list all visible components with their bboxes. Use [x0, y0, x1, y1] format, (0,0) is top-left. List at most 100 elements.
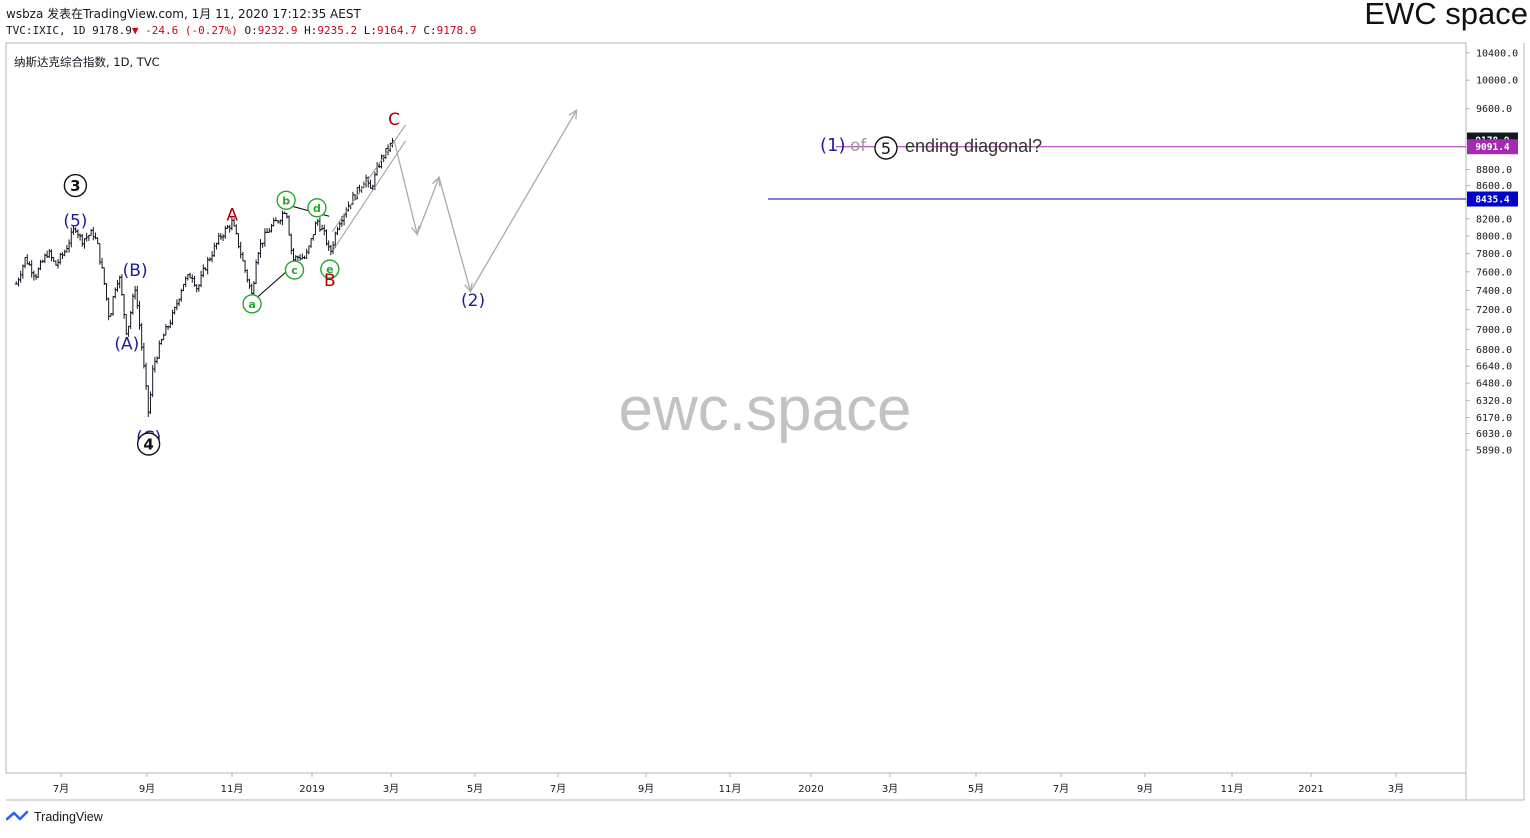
annotation-wave-1: (1) [820, 135, 846, 156]
y-tick-label: 8200.0 [1476, 214, 1512, 225]
horizontal-levels [768, 146, 1466, 200]
wave-label: (A) [114, 334, 139, 354]
y-tick-label: 8600.0 [1476, 181, 1512, 192]
projection-arrowhead-icon [464, 282, 473, 293]
y-tick-label: 10000.0 [1476, 76, 1518, 87]
y-tick-label: 8000.0 [1476, 232, 1512, 243]
annotation-circle [874, 136, 898, 160]
y-tick-label: 8800.0 [1476, 165, 1512, 176]
low-value: 9164.7 [376, 24, 417, 37]
y-tick-label: 6170.0 [1476, 413, 1512, 424]
wave-label: a [248, 298, 255, 311]
x-tick-label: 9月 [638, 783, 654, 795]
diagonal-upper-line [331, 124, 407, 232]
y-tick-label: 9600.0 [1476, 104, 1512, 115]
y-axis: 10400.010000.09600.09200.08800.08600.084… [1466, 48, 1518, 456]
y-tick-label: 6800.0 [1476, 345, 1512, 356]
ohlc-legend: TVC:IXIC, 1D 9178.9▼ -24.6 (-0.27%) O:92… [6, 24, 476, 37]
y-tick-label: 6320.0 [1476, 396, 1512, 407]
price-tag-label: 8435.4 [1475, 195, 1510, 206]
x-tick-label: 9月 [1137, 783, 1153, 795]
ohlc-bars [14, 137, 395, 417]
close-label: C: [423, 24, 437, 37]
x-tick-label: 7月 [550, 783, 566, 795]
open-value: 9232.9 [257, 24, 298, 37]
wave-label: A [226, 206, 238, 226]
wave-label: 3 [70, 177, 80, 195]
wave-label: (2) [461, 291, 485, 311]
high-label: H: [304, 24, 318, 37]
annotation-of: of [850, 136, 867, 156]
y-tick-label: 6030.0 [1476, 429, 1512, 440]
projection-line [393, 109, 578, 294]
x-axis: 7月 9月 11月 2019 3月 5月 7月 9月 11月 2020 3月 5月 7月 9月 11月 202… [53, 773, 1404, 795]
diagonal-lower-line [333, 140, 407, 250]
x-tick-label: 11月 [719, 783, 742, 795]
low-label: L: [363, 24, 377, 37]
y-tick-label: 6480.0 [1476, 379, 1512, 390]
y-tick-label: 7600.0 [1476, 267, 1512, 278]
wave-label-circle [276, 190, 296, 210]
x-tick-label: 7月 [53, 783, 69, 795]
wave-label: e [326, 263, 333, 276]
wave-label-circle [307, 198, 327, 218]
y-tick-label: 7800.0 [1476, 249, 1512, 260]
wave-label: B [324, 271, 336, 291]
tradingview-footer[interactable]: TradingView [6, 810, 103, 824]
symbol-label: TVC:IXIC, 1D [6, 24, 86, 37]
watermark: ewc.space [619, 375, 912, 444]
wave-label-circle [284, 260, 305, 280]
ending-diagonal-annotation: (1) of 5 ending diagonal? [820, 135, 1042, 160]
price-tag-blue [1467, 191, 1518, 207]
x-tick-label: 9月 [139, 783, 155, 795]
price-tag-purple [1467, 139, 1518, 155]
y-tick-label: 10400.0 [1476, 48, 1518, 59]
instrument-title: 纳斯达克综合指数, 1D, TVC [14, 55, 160, 69]
x-tick-label: 2021 [1298, 784, 1323, 795]
tradingview-logo-icon [6, 810, 29, 821]
wave-label-circle [136, 432, 161, 456]
open-label: O: [244, 24, 258, 37]
wave-label-circle [63, 173, 88, 198]
x-tick-label: 5月 [968, 783, 984, 795]
projection-path [393, 108, 578, 294]
y-tick-label: 6640.0 [1476, 362, 1512, 373]
x-tick-label: 2020 [798, 784, 823, 795]
wave-label: (B) [123, 261, 148, 281]
x-tick-label: 5月 [467, 783, 483, 795]
y-tick-label: 7200.0 [1476, 305, 1512, 316]
x-tick-label: 7月 [1053, 783, 1069, 795]
x-tick-label: 3月 [383, 783, 399, 795]
annotation-text: ending diagonal? [905, 136, 1042, 156]
wave-label: C [388, 110, 400, 130]
last-price: 9178.9 [92, 24, 132, 37]
x-tick-label: 3月 [882, 783, 898, 795]
tradingview-label: TradingView [34, 810, 103, 824]
down-arrow-icon: ▼ [131, 24, 139, 37]
x-tick-label: 11月 [1221, 783, 1244, 795]
wave-label: b [282, 194, 290, 207]
y-tick-label: 7000.0 [1476, 325, 1512, 336]
x-tick-label: 11月 [221, 783, 244, 795]
brand-title: EWC space [1364, 0, 1528, 31]
close-value: 9178.9 [436, 24, 477, 37]
high-value: 9235.2 [317, 24, 358, 37]
y-tick-label: 5890.0 [1476, 445, 1512, 456]
wave-label-circle [242, 294, 262, 314]
annotation-wave-5: 5 [881, 139, 891, 158]
wave-label: c [291, 264, 298, 277]
projection-arrowhead-icon [568, 108, 578, 120]
price-change: -24.6 (-0.27%) [145, 24, 238, 37]
wave-label: (5) [63, 211, 87, 231]
x-tick-label: 2019 [299, 784, 324, 795]
price-tag-label: 9091.4 [1475, 142, 1510, 153]
wave-label: d [313, 202, 321, 215]
wave-label-circle [320, 259, 340, 279]
y-tick-label: 7400.0 [1476, 286, 1512, 297]
chart-header-publisher: wsbza 发表在TradingView.com, 1月 11, 2020 17… [6, 7, 361, 21]
wave-label: 4 [143, 435, 153, 453]
x-tick-label: 3月 [1388, 783, 1404, 795]
